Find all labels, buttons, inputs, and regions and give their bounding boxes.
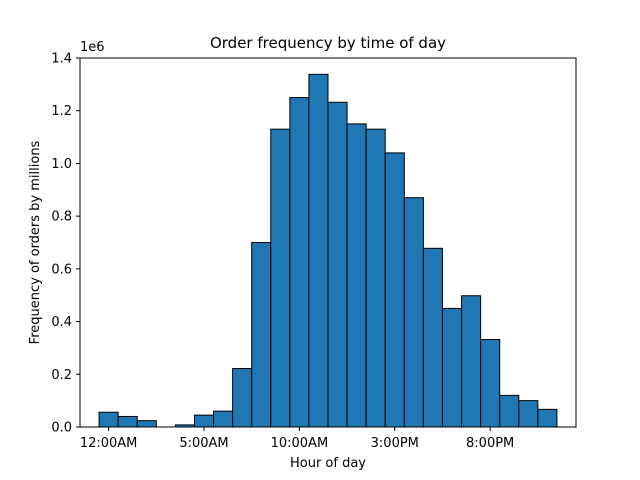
x-tick-label: 8:00PM: [466, 436, 514, 451]
y-tick-label: 0.0: [51, 421, 72, 436]
bar-hour-14: [365, 128, 386, 428]
y-tick-label: 1.2: [51, 104, 72, 119]
bars-layer: [98, 73, 558, 428]
x-tick-label: 12:00AM: [80, 436, 138, 451]
bar-hour-16: [403, 197, 424, 428]
bar-hour-5: [193, 414, 215, 428]
bar-hour-13: [346, 123, 367, 428]
bar-hour-1: [117, 415, 138, 428]
bar-hour-15: [384, 152, 405, 428]
bar-hour-8: [251, 242, 272, 428]
y-axis-label: Frequency of orders by millions: [28, 140, 43, 344]
bar-hour-12: [327, 101, 348, 428]
x-tick-label: 3:00PM: [371, 436, 419, 451]
x-tick-label: 10:00AM: [271, 436, 329, 451]
plot-frame: [79, 57, 577, 428]
bar-hour-10: [289, 97, 310, 428]
y-tick-label: 1.0: [51, 157, 72, 172]
y-tick-label: 0.4: [51, 315, 72, 330]
x-axis-ticks: 12:00AM 5:00AM 10:00AM 3:00PM 8:00PM: [80, 427, 514, 451]
bar-hour-6: [213, 410, 234, 428]
bar-hour-22: [518, 400, 539, 428]
y-tick-label: 0.2: [51, 368, 72, 383]
bar-hour-9: [270, 128, 291, 428]
y-tick-label: 0.8: [51, 210, 72, 225]
bar-hour-2: [136, 420, 157, 428]
y-tick-label: 0.6: [51, 262, 72, 277]
bar-hour-0: [98, 411, 119, 428]
bar-hour-11: [308, 73, 329, 428]
bar-hour-19: [461, 295, 482, 428]
bar-hour-21: [499, 394, 520, 428]
bar-hour-20: [480, 338, 501, 428]
x-axis-label: Hour of day: [290, 456, 366, 471]
bar-hour-18: [441, 307, 463, 428]
bar-hour-17: [422, 247, 443, 428]
chart-title: Order frequency by time of day: [210, 34, 446, 52]
y-axis-ticks: 0.0 0.2 0.4 0.6 0.8 1.0 1.2 1.4: [51, 52, 80, 436]
bar-hour-23: [537, 408, 558, 428]
x-tick-label: 5:00AM: [179, 436, 228, 451]
bar-hour-7: [232, 367, 253, 428]
y-tick-label: 1.4: [51, 52, 72, 67]
y-axis-multiplier: 1e6: [80, 40, 105, 55]
